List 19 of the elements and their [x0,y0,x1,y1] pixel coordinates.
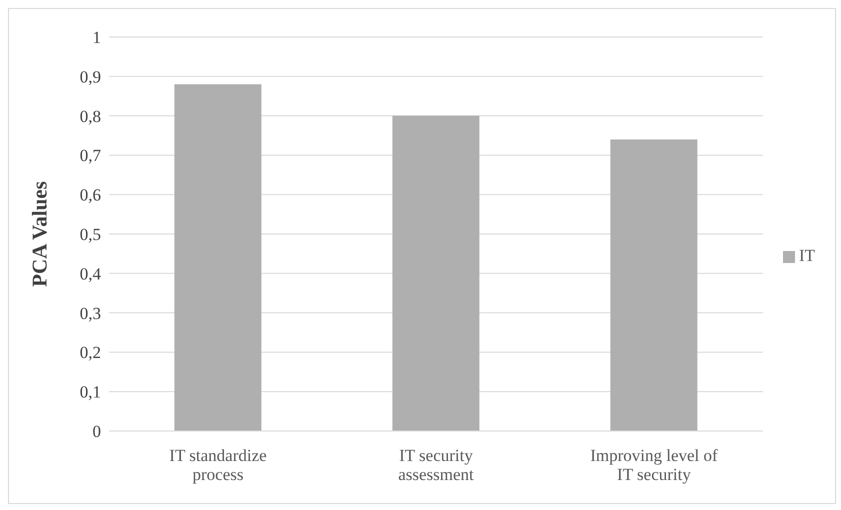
x-tick-label: IT security assessment [398,446,474,484]
legend-label: IT [798,246,815,265]
y-tick-label: 0,9 [80,67,101,86]
bar [610,139,698,431]
y-tick-label: 0,6 [80,186,101,205]
bar [174,84,262,431]
y-tick-label: 0,2 [80,343,101,362]
y-tick-label: 0,1 [80,382,101,402]
y-tick-label: 0,8 [80,106,101,126]
y-tick-label: 0,7 [80,146,102,166]
y-tick-label: 0,5 [80,225,101,244]
y-tick-label: 0,4 [80,264,102,284]
y-tick-label: 1 [92,28,101,48]
y-tick-label: 0 [92,422,101,442]
y-axis-title: PCA Values [27,181,52,287]
bar [392,116,480,431]
x-tick-label: IT standardize process [169,446,267,484]
x-tick-label: Improving level of IT security [590,446,718,484]
y-tick-label: 0,3 [80,304,101,323]
